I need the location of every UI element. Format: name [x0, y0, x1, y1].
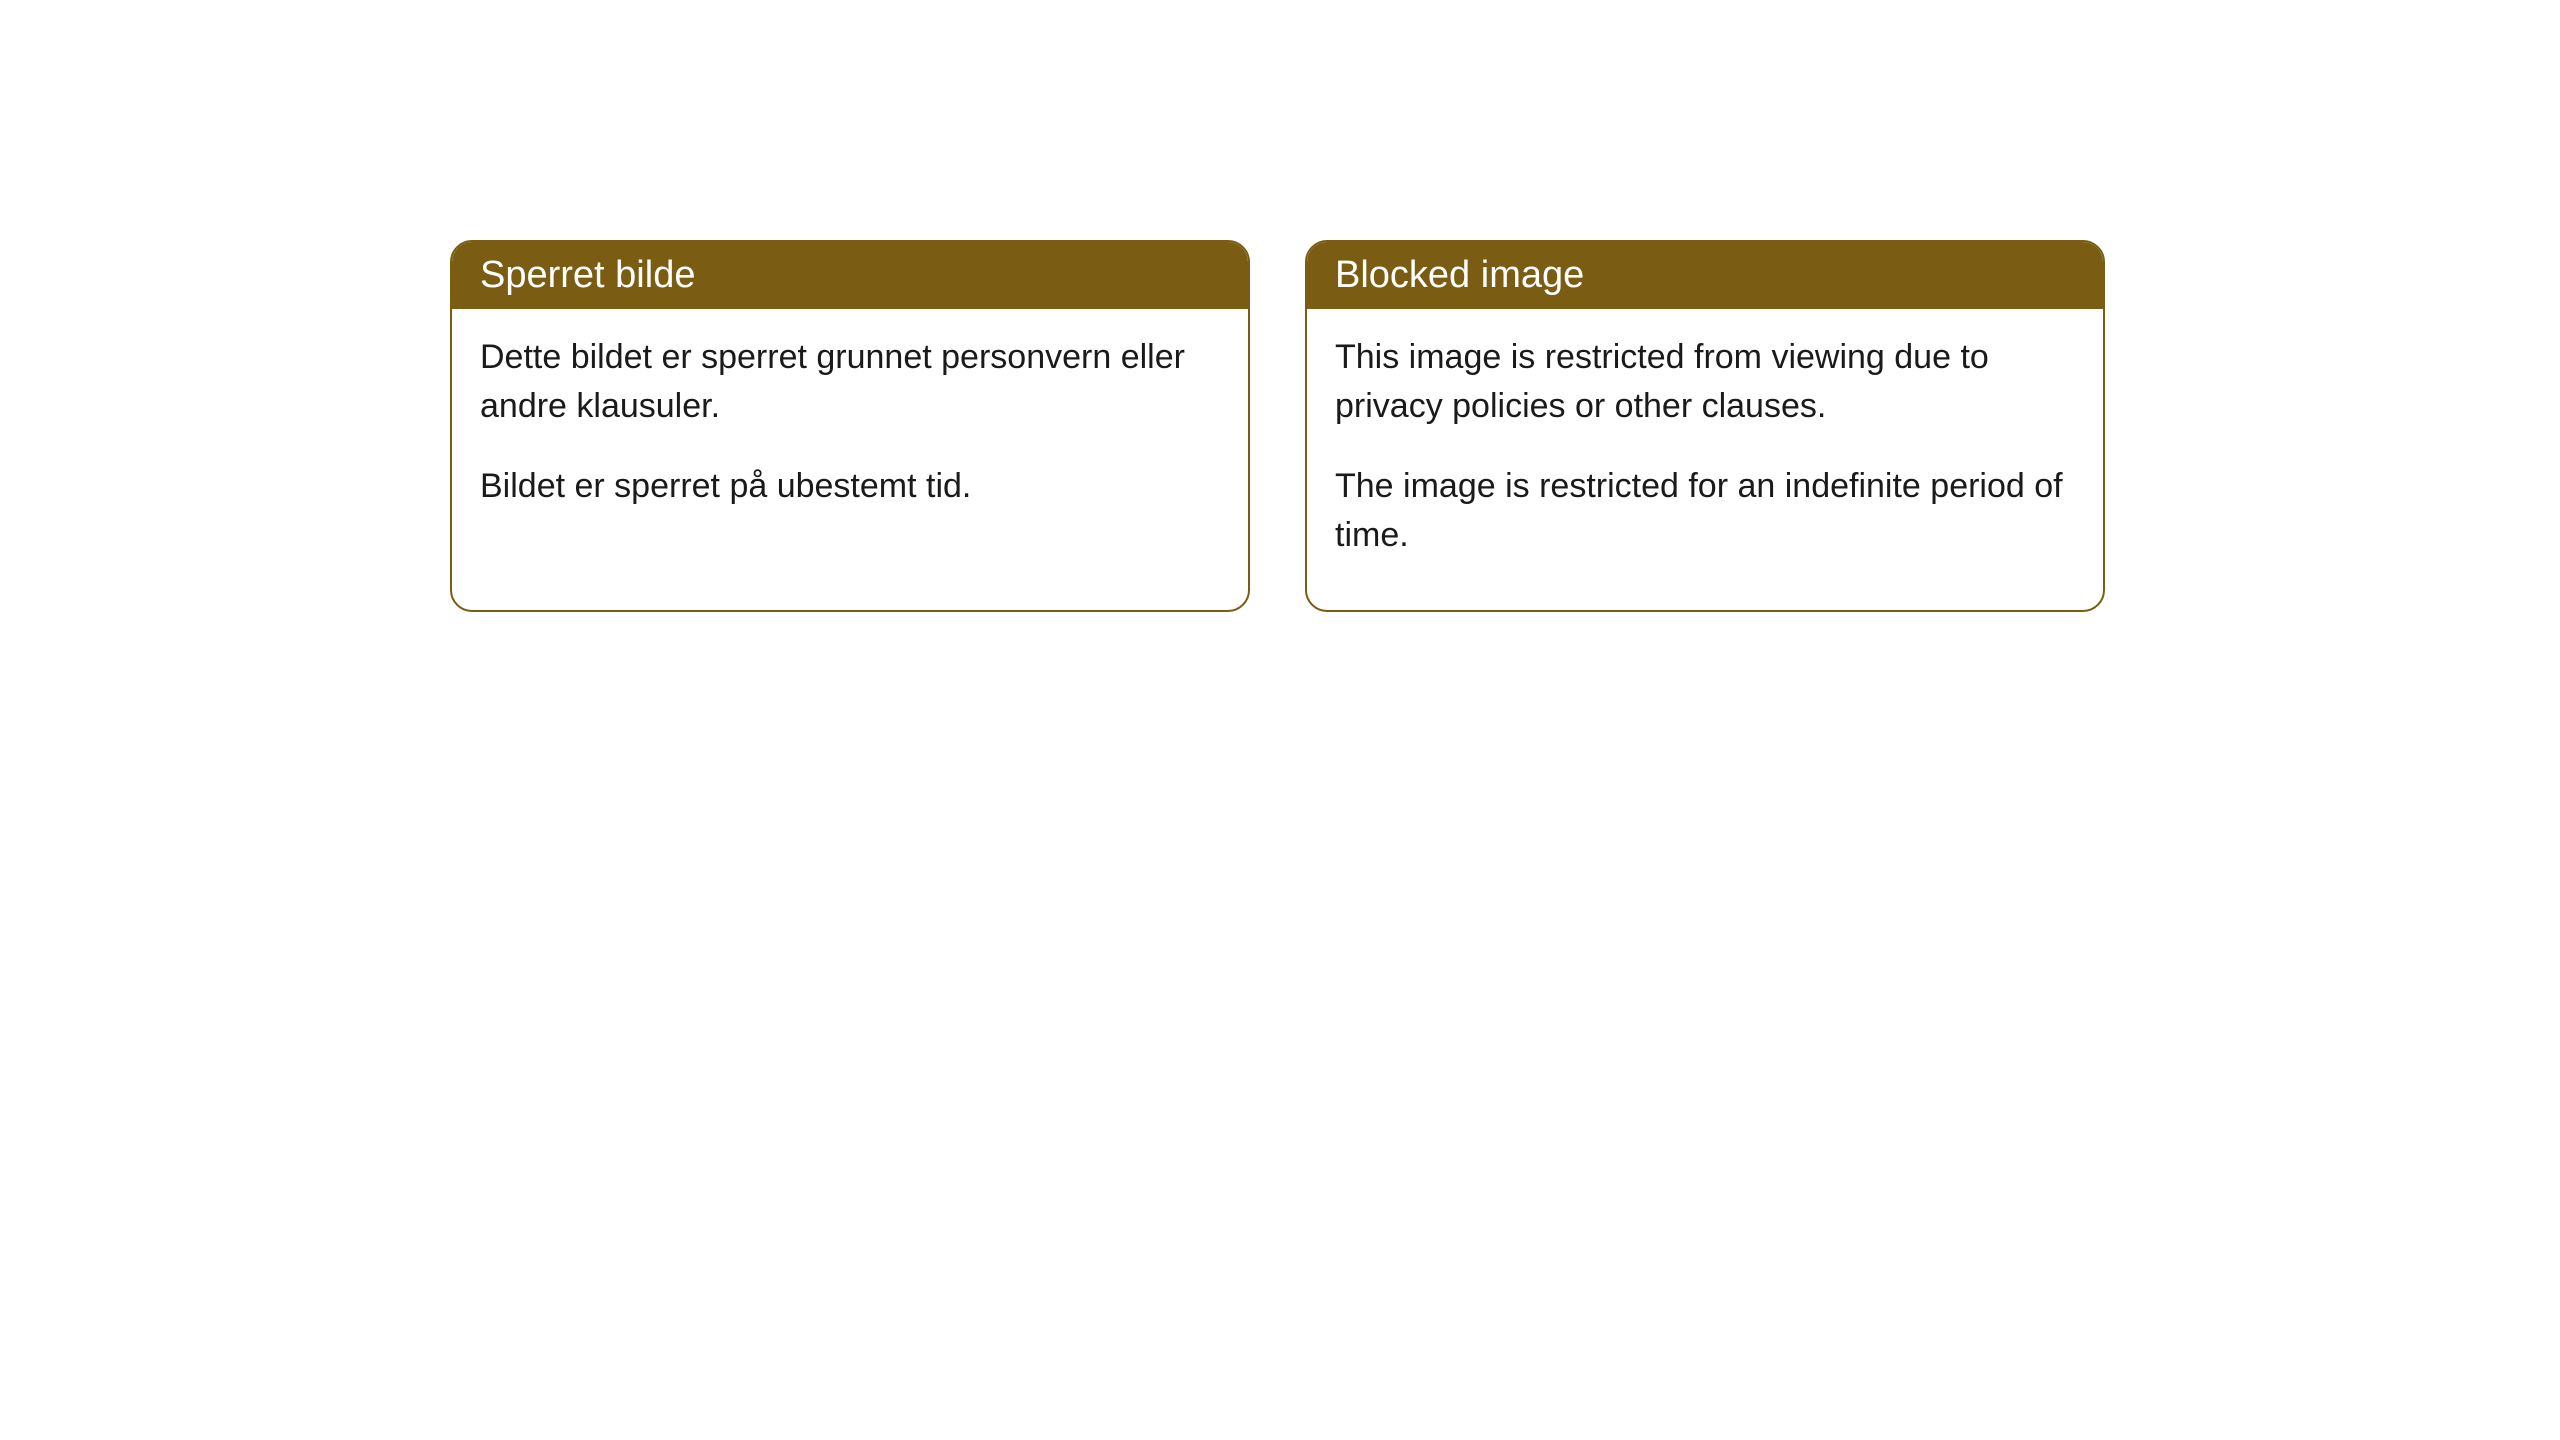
blocked-image-card-no: Sperret bilde Dette bildet er sperret gr…	[450, 240, 1250, 612]
card-header-en: Blocked image	[1307, 242, 2103, 309]
cards-container: Sperret bilde Dette bildet er sperret gr…	[450, 240, 2105, 612]
card-header-no: Sperret bilde	[452, 242, 1248, 309]
blocked-image-card-en: Blocked image This image is restricted f…	[1305, 240, 2105, 612]
card-paragraph-1-no: Dette bildet er sperret grunnet personve…	[480, 333, 1220, 432]
card-paragraph-2-en: The image is restricted for an indefinit…	[1335, 462, 2075, 561]
card-paragraph-2-no: Bildet er sperret på ubestemt tid.	[480, 462, 1220, 511]
card-body-no: Dette bildet er sperret grunnet personve…	[452, 309, 1248, 561]
card-paragraph-1-en: This image is restricted from viewing du…	[1335, 333, 2075, 432]
card-body-en: This image is restricted from viewing du…	[1307, 309, 2103, 610]
